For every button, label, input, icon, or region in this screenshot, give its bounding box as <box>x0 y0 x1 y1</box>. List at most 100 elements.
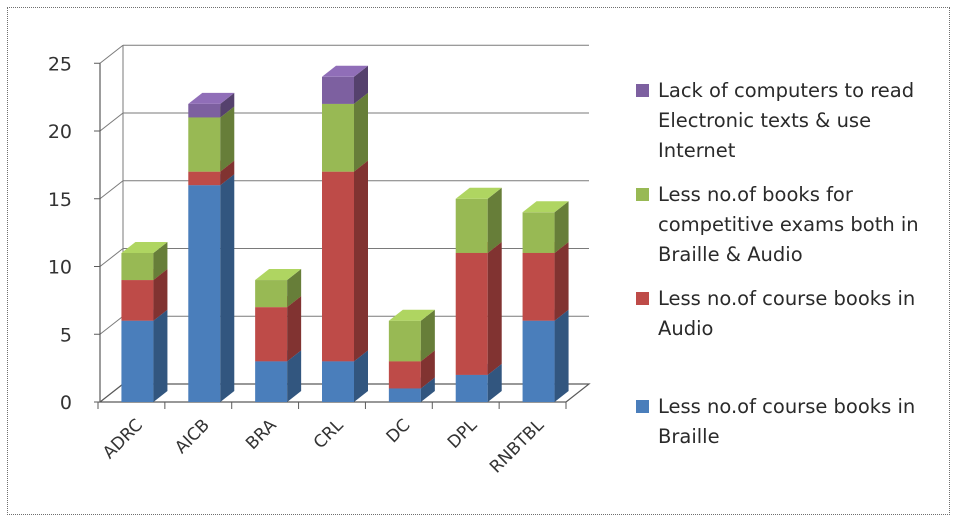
gridline-depth <box>99 315 124 335</box>
bar-face <box>455 252 488 375</box>
bar-side <box>554 201 569 253</box>
gridline-depth <box>99 112 124 132</box>
x-tick-label: AICB <box>171 415 214 458</box>
bar-side <box>287 269 302 308</box>
bar-side <box>153 309 168 402</box>
bar-side <box>220 174 235 402</box>
legend-item: Less no.of course books in Audio <box>636 284 948 344</box>
bar-top <box>388 309 435 321</box>
bar-top <box>255 269 302 281</box>
y-tick-label: 25 <box>48 53 72 75</box>
x-tick-label: CRL <box>310 415 348 453</box>
x-tick-label: DPL <box>444 415 482 453</box>
bar-face <box>188 171 221 186</box>
bar-side <box>287 350 302 402</box>
y-tick-label: 15 <box>48 189 72 211</box>
y-tick-label: 0 <box>60 392 72 414</box>
bar-face <box>388 361 421 389</box>
gridline-depth <box>99 180 124 200</box>
legend-swatch <box>636 188 649 201</box>
bar-side <box>354 92 368 172</box>
bar-side <box>554 309 569 402</box>
bar-side <box>153 269 168 321</box>
bar-side <box>420 350 435 389</box>
bar-side <box>420 377 435 402</box>
y-tick-label: 5 <box>60 324 72 346</box>
legend-swatch <box>636 400 649 413</box>
bar-face <box>522 212 555 253</box>
x-tick-label: ADRC <box>99 415 147 463</box>
bar-segment <box>188 92 235 118</box>
bar-segment <box>121 241 168 281</box>
bar-side <box>220 160 235 186</box>
bar-segment <box>522 201 569 253</box>
bar-segment <box>322 65 368 104</box>
bar-segment <box>455 187 502 253</box>
bar-face <box>522 252 555 321</box>
y-axis: 0 5 10 15 20 25 <box>48 53 101 414</box>
bar-face <box>255 280 288 308</box>
bar-side <box>554 241 569 321</box>
bar-face <box>121 280 154 321</box>
bar-face <box>121 252 154 281</box>
bar-side <box>354 65 368 104</box>
gridline-depth <box>99 44 124 64</box>
bar-top <box>188 92 235 104</box>
legend-label: Less no.of course books in Braille <box>658 395 916 448</box>
x-tick-label: DC <box>383 415 415 447</box>
x-axis: ADRC AICB BRA CRL DC DPL RNBTBL <box>97 402 567 477</box>
legend-swatch <box>636 84 649 97</box>
bar-segment <box>322 92 368 172</box>
bar-segment <box>322 160 368 362</box>
legend-swatch <box>636 292 649 305</box>
bar-face <box>188 185 221 402</box>
y-tick-label: 20 <box>48 121 72 143</box>
bar-segment <box>522 241 569 321</box>
bar-face <box>455 198 488 253</box>
bar-top <box>121 241 168 253</box>
bar-side <box>487 241 502 375</box>
bar-segment <box>255 269 302 308</box>
bar-side <box>153 241 168 281</box>
bar-face <box>388 388 421 402</box>
legend-label: Less no.of books for competitive exams b… <box>658 183 919 266</box>
bar-side <box>220 92 235 118</box>
legend-item: Lack of computers to read Electronic tex… <box>636 76 948 166</box>
x-tick-label: BRA <box>242 415 281 454</box>
legend-label: Lack of computers to read Electronic tex… <box>658 79 915 162</box>
bar-face <box>255 361 288 402</box>
bar-side <box>354 350 368 402</box>
bar-side <box>354 160 368 362</box>
legend-item: Less no.of course books in Braille <box>636 392 948 452</box>
bar-segment <box>388 309 435 362</box>
bar-face <box>322 103 354 172</box>
bar-face <box>522 320 555 402</box>
bar-face <box>388 320 421 362</box>
bar-side <box>420 309 435 362</box>
bar-face <box>255 307 288 362</box>
legend-item: Less no.of books for competitive exams b… <box>636 180 948 270</box>
bar-side <box>220 106 235 172</box>
bar-face <box>322 361 354 402</box>
gridline-depth <box>99 248 124 267</box>
bar-face <box>188 103 221 118</box>
bar-face <box>322 76 354 104</box>
x-tick-label: RNBTBL <box>486 415 548 477</box>
bar-face <box>121 320 154 402</box>
bar-face <box>455 374 488 402</box>
bar-top <box>455 187 502 199</box>
bar-face <box>322 171 354 362</box>
bar-side <box>487 363 502 402</box>
bar-side <box>487 187 502 253</box>
bar-segment <box>121 309 168 402</box>
bars <box>121 65 569 402</box>
legend: Lack of computers to read Electronic tex… <box>636 76 948 452</box>
chart-frame <box>7 7 950 515</box>
bar-top <box>322 65 368 77</box>
bar-side <box>287 296 302 362</box>
legend-label: Less no.of course books in Audio <box>658 287 916 340</box>
y-tick-label: 10 <box>48 257 72 279</box>
bar-segment <box>188 174 235 402</box>
bar-segment <box>522 309 569 402</box>
